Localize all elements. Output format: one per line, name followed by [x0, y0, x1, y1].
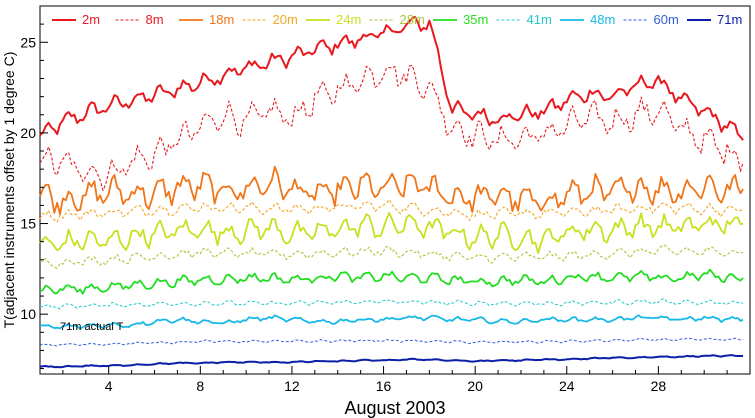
series-line-41m — [39, 298, 744, 310]
x-tick-label: 16 — [376, 378, 392, 394]
y-tick-label: 15 — [20, 216, 36, 232]
series-line-48m — [39, 314, 744, 330]
x-tick-label: 20 — [467, 378, 483, 394]
series-line-35m — [39, 268, 744, 295]
legend-label-20m: 20m — [273, 12, 298, 27]
series-line-71m — [39, 354, 744, 369]
y-tick-label: 20 — [20, 125, 36, 141]
x-axis-title: August 2003 — [344, 398, 445, 418]
legend-label-35m: 35m — [463, 12, 488, 27]
series-line-8m — [39, 64, 744, 192]
y-tick-label: 25 — [20, 34, 36, 50]
x-tick-label: 8 — [196, 378, 204, 394]
legend-label-60m: 60m — [654, 12, 679, 27]
series-line-20m — [39, 198, 744, 223]
x-axis: 4 8 12 16 20 24 28 — [39, 366, 751, 394]
series-line-2m — [39, 15, 744, 141]
series-layer — [39, 15, 744, 369]
legend-label-24m: 24m — [336, 12, 361, 27]
x-tick-label: 24 — [559, 378, 575, 394]
legend: 2m 8m 18m 20m 24m 28m 35m 41m 48m 60m 71m — [52, 12, 742, 27]
legend-label-8m: 8m — [146, 12, 164, 27]
series-line-60m — [39, 337, 744, 347]
series-line-24m — [39, 211, 744, 254]
legend-label-41m: 41m — [527, 12, 552, 27]
series-line-18m — [39, 165, 744, 215]
plot-area — [39, 5, 751, 375]
x-tick-label: 12 — [284, 378, 300, 394]
legend-label-71m: 71m — [717, 12, 742, 27]
plot-frame — [39, 5, 751, 375]
annotation-71m-actual-t: 71m actual T — [60, 321, 124, 333]
legend-label-28m: 28m — [400, 12, 425, 27]
y-axis: 10 15 20 25 — [20, 5, 48, 370]
series-line-28m — [39, 244, 744, 269]
x-tick-label: 4 — [105, 378, 113, 394]
legend-label-18m: 18m — [209, 12, 234, 27]
x-tick-label: 28 — [651, 378, 667, 394]
legend-label-2m: 2m — [82, 12, 100, 27]
y-tick-label: 10 — [20, 306, 36, 322]
y-axis-title: T(adjacent instruments offset by 1 degre… — [1, 52, 17, 329]
legend-label-48m: 48m — [590, 12, 615, 27]
